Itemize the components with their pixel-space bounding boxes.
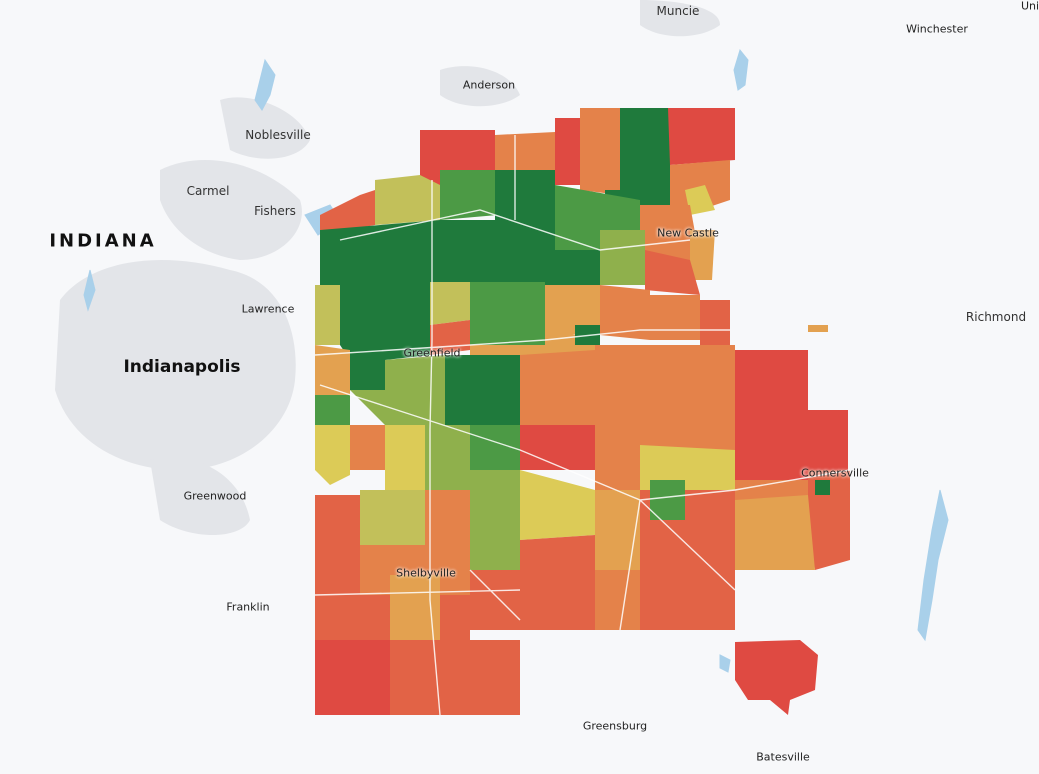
city-label-carmel: Carmel	[186, 184, 230, 198]
city-label-franklin: Franklin	[226, 600, 270, 614]
choropleth-regions	[315, 108, 850, 715]
city-label-fishers: Fishers	[254, 204, 296, 218]
city-label-lawrence: Lawrence	[241, 302, 295, 316]
state-label: INDIANA	[49, 230, 157, 252]
city-label-shelbyville: Shelbyville	[396, 566, 456, 580]
city-label-new-castle: New Castle	[657, 226, 719, 240]
roads	[314, 135, 851, 716]
city-label-greenwood: Greenwood	[183, 489, 247, 503]
city-label-connersville: Connersville	[801, 466, 869, 480]
city-label-batesville: Batesville	[756, 750, 810, 764]
urban-areas	[55, 0, 720, 535]
city-label-anderson: Anderson	[462, 78, 516, 92]
city-label-muncie: Muncie	[656, 4, 700, 18]
city-label-noblesville: Noblesville	[245, 128, 311, 142]
city-label-indianapolis: Indianapolis	[123, 357, 241, 377]
city-label-greenfield: Greenfield	[403, 346, 461, 360]
city-label-winchester: Winchester	[906, 22, 968, 36]
city-label-union-city: Uni	[1020, 0, 1039, 13]
city-label-richmond: Richmond	[965, 310, 1027, 324]
city-label-greensburg: Greensburg	[582, 719, 648, 733]
